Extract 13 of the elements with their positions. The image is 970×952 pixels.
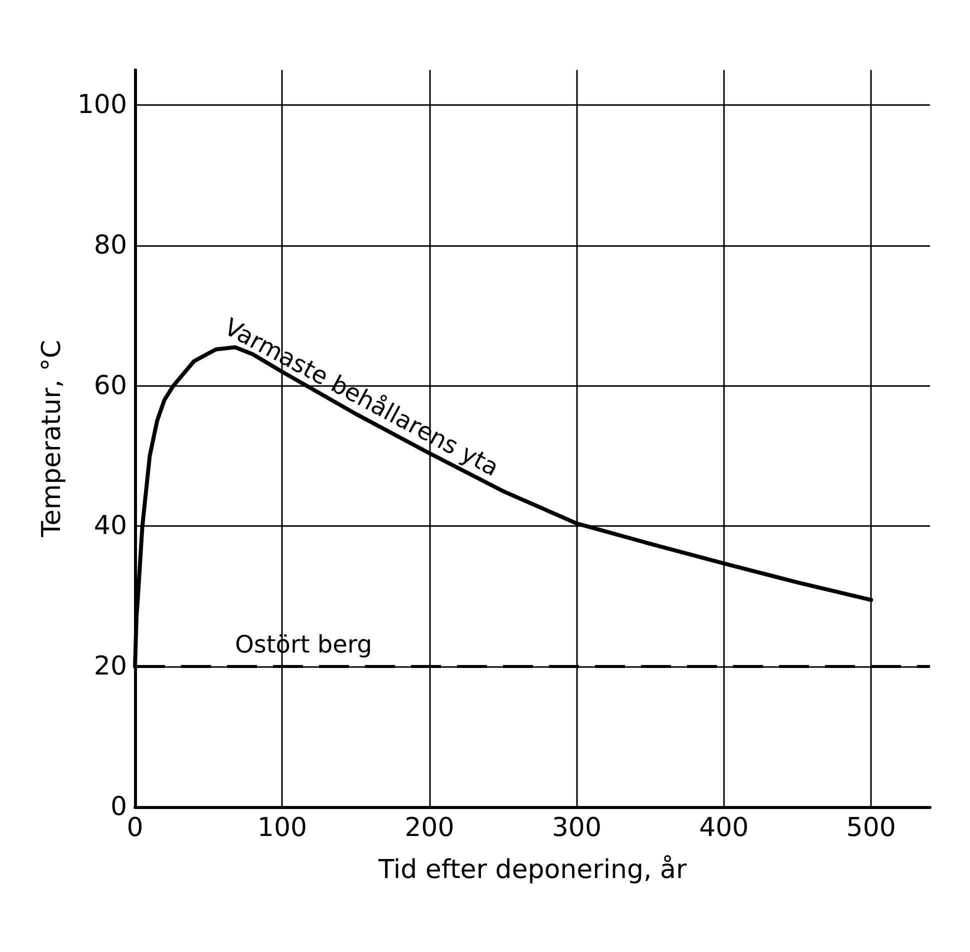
x-tick-label: 100 (257, 813, 308, 843)
x-tick-label: 500 (846, 813, 896, 843)
y-tick-label: 60 (94, 370, 127, 401)
y-tick-label: 40 (94, 511, 127, 542)
x-tick-label: 300 (552, 813, 602, 843)
y-tick-label: 20 (94, 652, 127, 682)
y-tick-label: 100 (77, 90, 127, 120)
y-axis-title: Temperatur, °C (37, 340, 67, 538)
y-tick-label: 80 (94, 230, 127, 260)
x-axis-title: Tid efter deponering, år (377, 855, 687, 885)
y-tick-label: 0 (110, 792, 127, 822)
x-tick-label: 200 (404, 813, 454, 843)
x-tick-label: 400 (699, 813, 749, 843)
